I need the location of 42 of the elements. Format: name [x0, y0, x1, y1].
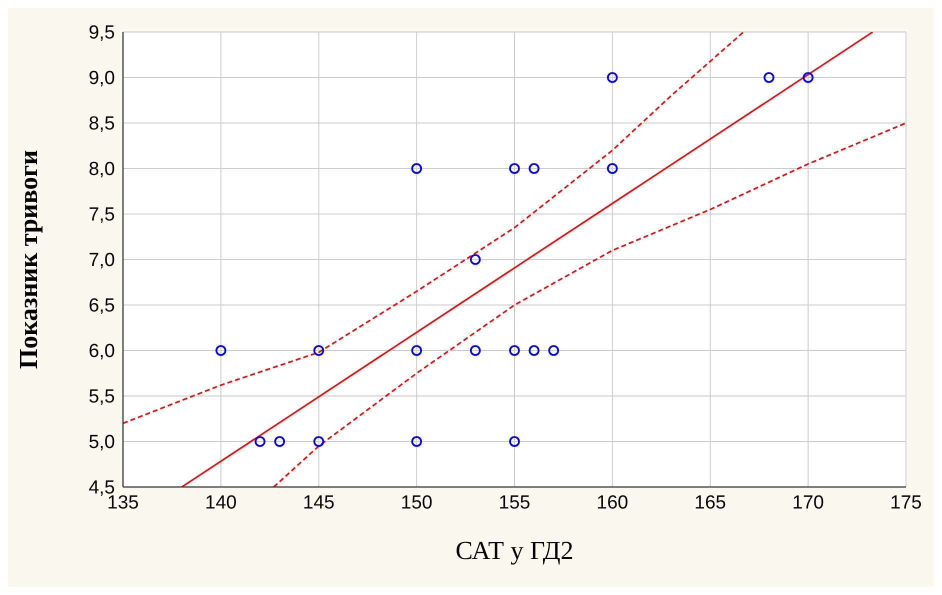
line-series — [272, 122, 906, 487]
point — [411, 163, 422, 174]
line-series — [123, 32, 744, 424]
x-axis-title: САТ у ГД2 — [456, 536, 574, 565]
point — [528, 163, 540, 174]
y-tick-label: 8,5 — [88, 114, 115, 135]
x-tick-label: 175 — [890, 492, 922, 514]
point — [254, 436, 266, 447]
y-tick-label: 5,0 — [88, 432, 115, 454]
point — [470, 254, 481, 265]
y-tick-label: 6,0 — [88, 341, 115, 362]
point — [411, 436, 422, 447]
y-axis-title: Показник тривоги — [14, 150, 44, 369]
y-tick-label: 9,5 — [88, 22, 115, 44]
point — [509, 163, 520, 174]
point — [313, 345, 324, 356]
y-tick-label: 6,5 — [88, 296, 115, 317]
x-tick-label: 145 — [302, 492, 335, 514]
point — [215, 345, 226, 356]
point — [528, 345, 540, 356]
x-tick-label: 160 — [596, 492, 628, 514]
x-tick-label: 140 — [205, 492, 237, 514]
point — [313, 436, 324, 447]
point — [764, 72, 774, 83]
x-tick-label: 150 — [400, 492, 432, 514]
point — [470, 345, 481, 356]
point — [274, 436, 285, 447]
x-tick-label: 165 — [694, 492, 726, 514]
y-tick-label: 8,0 — [88, 159, 115, 180]
point — [509, 436, 520, 447]
point — [411, 345, 422, 356]
point — [802, 72, 814, 83]
y-tick-label: 5,5 — [88, 386, 115, 408]
point — [606, 72, 618, 83]
y-tick-label: 7,5 — [88, 204, 115, 226]
y-tick-label: 9,0 — [88, 68, 115, 90]
x-tick-label: 155 — [498, 492, 530, 514]
y-tick-label: 7,0 — [88, 250, 115, 272]
x-tick-label: 170 — [792, 492, 824, 514]
point — [548, 345, 560, 356]
point — [606, 163, 618, 174]
point — [509, 345, 520, 356]
